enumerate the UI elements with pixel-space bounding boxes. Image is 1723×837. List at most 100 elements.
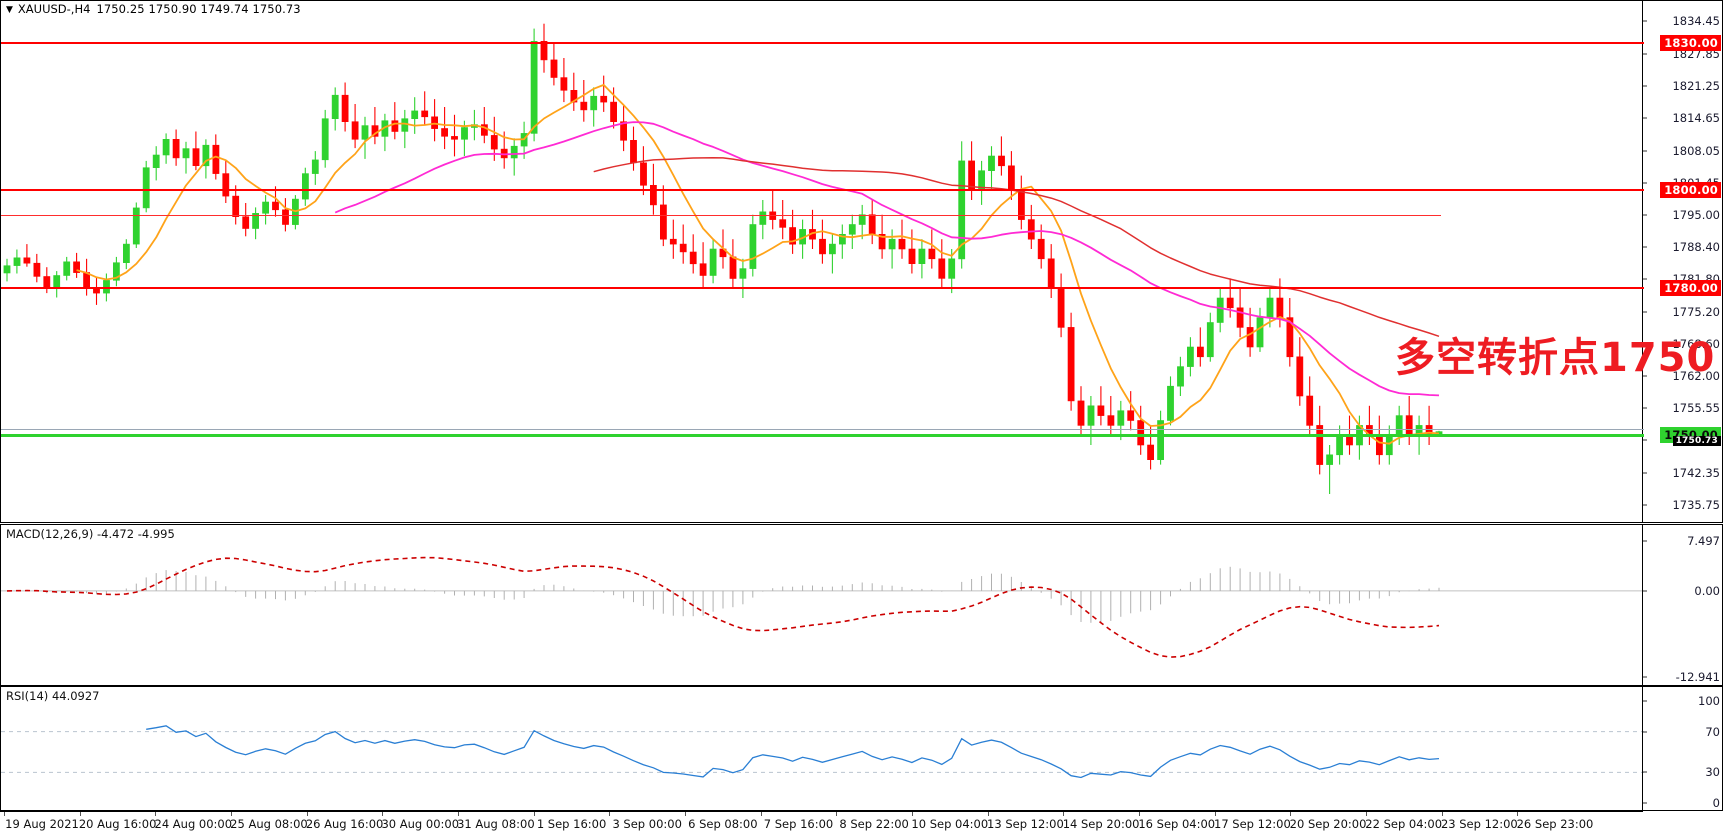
rsi-tick-mark bbox=[1643, 700, 1647, 702]
price-tick-label: 1795.00 bbox=[1672, 207, 1720, 222]
time-tick-label: 26 Sep 23:00 bbox=[1516, 817, 1594, 831]
time-tick-mark bbox=[987, 812, 989, 816]
price-tick-mark bbox=[1643, 182, 1647, 184]
price-tick-label: 1775.20 bbox=[1672, 304, 1720, 319]
time-axis[interactable]: 19 Aug 2021 20 Aug 16:00 24 Aug 00:00 25 Au… bbox=[0, 811, 1643, 837]
time-tick-label: 20 Aug 16:00 bbox=[78, 817, 157, 831]
chevron-down-icon[interactable]: ▼ bbox=[6, 5, 13, 15]
macd-panel[interactable]: MACD(12,26,9) -4.472 -4.995 7.497 0.00 -12… bbox=[0, 524, 1723, 686]
price-tick-label: 1821.25 bbox=[1672, 79, 1720, 94]
price-tick-mark bbox=[1643, 53, 1647, 55]
time-tick-label: 14 Sep 20:00 bbox=[1062, 817, 1140, 831]
price-tick-label: 1755.55 bbox=[1672, 400, 1720, 415]
price-tick-mark bbox=[1643, 407, 1647, 409]
time-tick-mark bbox=[1365, 812, 1367, 816]
price-tick-mark bbox=[1643, 117, 1647, 119]
price-level-line-1830[interactable] bbox=[1, 42, 1644, 45]
macd-tick-mark bbox=[1643, 540, 1647, 542]
rsi-plot-area[interactable] bbox=[1, 687, 1722, 810]
price-axis[interactable]: 1834.451827.851821.251814.651808.051801.… bbox=[1642, 1, 1722, 522]
price-tick-label: 1742.35 bbox=[1672, 465, 1720, 480]
macd-tick-label: 0.00 bbox=[1694, 583, 1720, 598]
time-tick-mark bbox=[609, 812, 611, 816]
rsi-axis[interactable]: 100 70 30 0 bbox=[1642, 687, 1722, 810]
rsi-label: RSI(14) 44.0927 bbox=[6, 689, 100, 703]
rsi-tick-label: 0 bbox=[1712, 796, 1720, 810]
time-tick-mark bbox=[685, 812, 687, 816]
price-tick-mark bbox=[1643, 439, 1647, 441]
time-tick-mark bbox=[1214, 812, 1216, 816]
rsi-panel[interactable]: RSI(14) 44.0927 100 70 30 0 bbox=[0, 686, 1723, 811]
time-tick-mark bbox=[79, 812, 81, 816]
price-tick-label: 1762.00 bbox=[1672, 369, 1720, 384]
price-tick-label: 1735.75 bbox=[1672, 497, 1720, 512]
price-tick-mark bbox=[1643, 504, 1647, 506]
time-tick-label: 25 Aug 08:00 bbox=[230, 817, 308, 831]
time-tick-mark bbox=[1063, 812, 1065, 816]
time-tick-mark bbox=[306, 812, 308, 816]
macd-tick-label: 7.497 bbox=[1687, 534, 1720, 548]
rsi-tick-mark bbox=[1643, 802, 1647, 804]
time-tick-mark bbox=[836, 812, 838, 816]
price-chart-panel[interactable]: 1834.451827.851821.251814.651808.051801.… bbox=[0, 0, 1723, 523]
macd-tick-label: -12.941 bbox=[1675, 670, 1720, 684]
current-price-line bbox=[1, 428, 1644, 430]
time-tick-label: 1 Sep 16:00 bbox=[536, 817, 607, 831]
price-tick-label: 1834.45 bbox=[1672, 14, 1720, 29]
time-tick-mark bbox=[1290, 812, 1292, 816]
time-tick-label: 19 Aug 2021 bbox=[5, 817, 79, 831]
price-level-line-1750[interactable] bbox=[1, 434, 1644, 438]
price-tick-mark bbox=[1643, 85, 1647, 87]
time-tick-mark bbox=[533, 812, 535, 816]
time-tick-mark bbox=[1441, 812, 1443, 816]
price-level-label-1800.00[interactable]: 1800.00 bbox=[1660, 182, 1721, 199]
time-tick-mark bbox=[458, 812, 460, 816]
time-tick-label: 7 Sep 16:00 bbox=[763, 817, 834, 831]
macd-tick-mark bbox=[1643, 590, 1647, 592]
time-tick-mark bbox=[1517, 812, 1519, 816]
time-tick-mark bbox=[231, 812, 233, 816]
time-tick-label: 20 Sep 20:00 bbox=[1289, 817, 1367, 831]
price-level-line-1800[interactable] bbox=[1, 189, 1644, 192]
macd-tick-mark bbox=[1643, 676, 1647, 678]
time-tick-label: 31 Aug 08:00 bbox=[457, 817, 535, 831]
price-tick-mark bbox=[1643, 278, 1647, 280]
macd-plot-area[interactable] bbox=[1, 525, 1722, 685]
price-tick-mark bbox=[1643, 246, 1647, 248]
price-tick-mark bbox=[1643, 375, 1647, 377]
time-tick-mark bbox=[382, 812, 384, 816]
price-tick-mark bbox=[1643, 343, 1647, 345]
time-tick-mark bbox=[1138, 812, 1140, 816]
time-tick-label: 16 Sep 04:00 bbox=[1138, 817, 1216, 831]
price-plot-area[interactable] bbox=[1, 1, 1722, 522]
time-tick-label: 26 Aug 16:00 bbox=[305, 817, 384, 831]
time-tick-mark bbox=[760, 812, 762, 816]
price-tick-mark bbox=[1643, 472, 1647, 474]
price-level-label-1780.00[interactable]: 1780.00 bbox=[1660, 280, 1721, 297]
macd-axis[interactable]: 7.497 0.00 -12.941 bbox=[1642, 525, 1722, 685]
price-level-line-1780[interactable] bbox=[1, 287, 1644, 290]
rsi-tick-label: 70 bbox=[1705, 724, 1720, 739]
time-tick-mark bbox=[911, 812, 913, 816]
time-tick-mark bbox=[4, 812, 6, 816]
time-tick-mark bbox=[155, 812, 157, 816]
time-tick-label: 8 Sep 22:00 bbox=[839, 817, 909, 831]
price-tick-label: 1814.65 bbox=[1672, 111, 1720, 126]
chart-annotation-text: 多空转折点1750 bbox=[1395, 335, 1716, 381]
price-tick-mark bbox=[1643, 150, 1647, 152]
price-level-label-1830.00[interactable]: 1830.00 bbox=[1660, 35, 1721, 52]
time-tick-label: 23 Sep 12:00 bbox=[1440, 817, 1518, 831]
rsi-tick-label: 100 bbox=[1698, 694, 1720, 708]
time-tick-label: 17 Sep 12:00 bbox=[1214, 817, 1291, 831]
time-tick-label: 3 Sep 00:00 bbox=[612, 817, 682, 831]
price-tick-mark bbox=[1643, 311, 1647, 313]
price-level-label-1750.73[interactable]: 1750.73 bbox=[1672, 435, 1721, 446]
symbol-label: XAUUSD-,H4 bbox=[17, 2, 91, 16]
time-tick-label: 10 Sep 04:00 bbox=[911, 817, 989, 831]
ohlc-quote-values: 1750.25 1750.90 1749.74 1750.73 bbox=[96, 2, 301, 16]
price-tick-label: 1808.05 bbox=[1672, 143, 1720, 158]
price-tick-mark bbox=[1643, 20, 1647, 22]
price-tick-label: 1788.40 bbox=[1672, 240, 1720, 255]
price-level-line-1795[interactable] bbox=[1, 214, 1441, 216]
